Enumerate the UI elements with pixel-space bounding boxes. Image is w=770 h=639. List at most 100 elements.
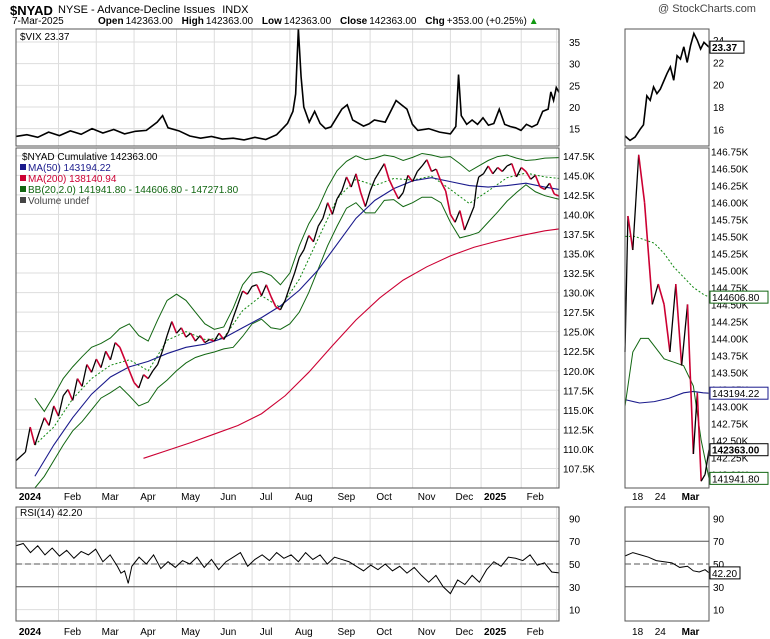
nyad-segment	[199, 335, 206, 344]
panel-frame-zvix	[624, 28, 710, 147]
nyad-segment	[190, 332, 197, 342]
nyad-segment	[468, 206, 475, 219]
nyad-segment	[95, 358, 102, 369]
nyad-segment	[38, 417, 45, 432]
x-tick-label-top: Dec	[456, 492, 474, 503]
ohlc-readout: Open 142363.00 High 142363.00 Low 142363.00…	[98, 16, 545, 27]
nyad-segment	[326, 202, 334, 215]
nyad-segment	[260, 284, 267, 296]
x-tick-label-top: Nov	[418, 492, 436, 503]
high-label: High	[181, 16, 204, 27]
nyad-segment	[48, 405, 55, 426]
vix-y-tick-label: 25	[569, 81, 581, 92]
zoom-x-tick-label-bottom: 18	[632, 627, 644, 638]
price-y-tick-label: 147.5K	[563, 152, 595, 163]
nyad-segment	[421, 159, 428, 167]
nyad-segment	[76, 378, 83, 387]
nyad-segment	[171, 321, 178, 334]
price-y-tick-label: 122.5K	[563, 347, 595, 358]
nyad-segment	[364, 190, 371, 207]
price-y-tick-label: 115.0K	[563, 406, 594, 417]
x-tick-label-top: Sep	[337, 492, 355, 503]
zoom-vix-y-tick-label: 22	[713, 58, 725, 69]
nyad-segment	[242, 290, 248, 295]
nyad-segment	[426, 159, 433, 172]
nyad-segment	[43, 417, 50, 426]
vix-y-tick-label: 15	[569, 125, 581, 136]
nyad-segment	[379, 163, 385, 172]
zoom-price-y-tick-label: 142.75K	[711, 419, 749, 430]
zoom-x-tick-label-top: 24	[655, 492, 667, 503]
nyad-segment	[81, 364, 88, 387]
nyad-segment	[223, 331, 230, 340]
price-y-tick-label: 135.0K	[563, 250, 595, 261]
nyad-segment	[487, 165, 494, 175]
grid	[16, 29, 709, 621]
zoom-price-y-tick-label: 146.25K	[711, 181, 749, 192]
zoom-price-y-tick-label: 143.50K	[711, 368, 749, 379]
x-tick-label-bottom: 2024	[19, 627, 42, 638]
zoom-rsi-y-tick-label: 50	[713, 560, 725, 571]
x-tick-label-bottom: Mar	[102, 627, 120, 638]
zoom-price-y-tick-label: 146.50K	[711, 164, 749, 175]
nyad-segment	[105, 350, 112, 361]
price-legend-entry: Volume undef	[28, 196, 89, 207]
nyad-segment	[275, 305, 281, 311]
zoom-nyad-segment	[632, 154, 640, 251]
nyad-segment	[289, 272, 296, 287]
zoom-price-y-tick-label: 143.75K	[711, 351, 749, 362]
rsi-y-tick-label: 30	[569, 583, 581, 594]
open-value: 142363.00	[125, 16, 173, 27]
zoom-price-y-tick-label: 142.50K	[711, 436, 749, 447]
zoom-nyad-segment	[686, 304, 695, 455]
nyad-segment	[157, 351, 163, 365]
nyad-segment	[454, 210, 461, 223]
zoom-nyad-segment	[643, 202, 654, 305]
zoom-x-tick-label-top: Mar	[682, 492, 700, 503]
nyad-segment	[520, 166, 527, 173]
zoom-nyad-segment	[663, 304, 671, 353]
nyad-segment	[100, 351, 107, 368]
zoom-price-y-tick-label: 143.00K	[711, 402, 749, 413]
nyad-segment	[525, 171, 532, 180]
nyad-segment	[194, 335, 201, 342]
x-tick-label-bottom: Aug	[295, 627, 313, 638]
rsi-y-tick-label: 90	[569, 514, 581, 525]
ma-200--line	[143, 228, 560, 459]
nyad-segment	[388, 178, 395, 190]
nyad-segment	[86, 364, 93, 373]
nyad-segment	[431, 168, 437, 173]
low-label: Low	[261, 16, 282, 27]
zoom-vix-y-tick-label: 18	[713, 103, 725, 114]
nyad-segment	[341, 176, 348, 192]
nyad-segment	[416, 165, 423, 172]
value-badge-label: 144606.80	[712, 293, 760, 304]
x-tick-label-bottom: Jun	[220, 627, 236, 638]
x-tick-label-top: Apr	[140, 492, 156, 503]
nyad-segment	[185, 332, 192, 338]
zoom-price-y-tick-label: 145.75K	[711, 215, 749, 226]
zoom-price-y-tick-label: 145.50K	[711, 232, 749, 243]
x-tick-label-bottom: May	[181, 627, 200, 638]
axis-labels: 2024 Feb Mar Apr May Jun Jul Aug Sep Oct Nov Dec 202…	[19, 32, 769, 638]
nyad-segment	[449, 214, 456, 223]
nyad-segment	[57, 395, 64, 417]
nyad-segment	[279, 300, 286, 311]
vix-y-tick-label: 35	[569, 38, 581, 49]
open-label: Open	[98, 16, 124, 27]
price-legend-title: $NYAD Cumulative 142363.00	[22, 152, 158, 163]
x-tick-label-top: 2024	[19, 492, 42, 503]
nyad-segment	[473, 187, 478, 207]
zoom-nyad-segment	[669, 283, 677, 353]
nyad-segment	[237, 290, 244, 305]
nyad-segment	[397, 192, 404, 200]
zoom-vix-line	[624, 31, 710, 142]
legend-swatch	[20, 186, 26, 192]
x-tick-label-bottom: Feb	[527, 627, 545, 638]
x-tick-label-top: Mar	[102, 492, 120, 503]
zoom-nyad-segment	[657, 283, 665, 305]
zoom-nyad-segment	[651, 283, 659, 305]
x-tick-label-top: Aug	[295, 492, 313, 503]
symbol: $NYAD	[10, 3, 53, 18]
nyad-segment	[322, 202, 329, 219]
